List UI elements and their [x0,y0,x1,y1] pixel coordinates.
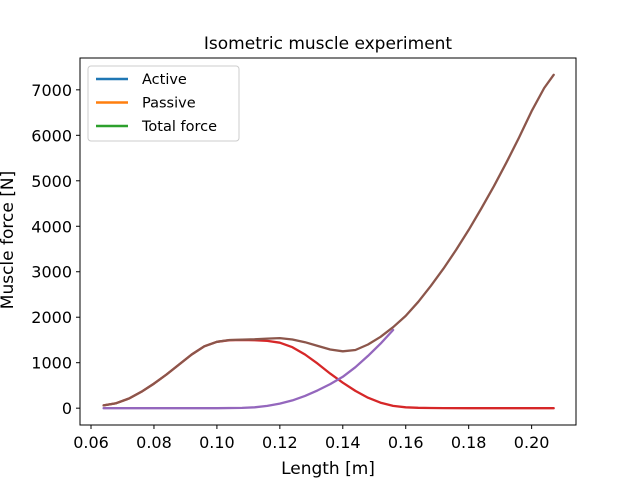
x-tick-label: 0.10 [199,433,235,452]
series-layer [102,73,555,410]
x-tick-label: 0.14 [325,433,361,452]
y-tick-label: 0 [62,399,72,418]
y-tick-label: 1000 [31,354,72,373]
legend: Active Passive Total force [87,65,240,142]
x-axis-label: Length [m] [281,459,375,478]
x-tick-label: 0.08 [136,433,172,452]
y-axis-label: Muscle force [N] [0,171,18,309]
legend-box [87,65,240,142]
y-tick-label: 6000 [31,126,72,145]
series-line-2 [102,328,395,410]
x-tick-label: 0.12 [262,433,298,452]
legend-label: Total force [141,119,217,135]
axes-frame [79,57,577,426]
x-tick-label: 0.18 [451,433,487,452]
x-tick-label: 0.06 [73,433,109,452]
series-line-3 [102,73,555,407]
chart-title: Isometric muscle experiment [204,34,453,54]
axes-layer: 0.06 0.08 0.10 0.12 0.14 0.16 0.18 0.20 0 1000 200… [31,57,577,452]
y-tick-label: 3000 [31,263,72,282]
y-tick-label: 2000 [31,308,72,327]
y-tick-label: 7000 [31,81,72,100]
x-tick-label: 0.16 [388,433,424,452]
y-tick-label: 5000 [31,172,72,191]
y-tick-label: 4000 [31,217,72,236]
legend-label: Passive [142,96,196,112]
legend-label: Active [142,72,187,88]
x-tick-label: 0.20 [514,433,550,452]
